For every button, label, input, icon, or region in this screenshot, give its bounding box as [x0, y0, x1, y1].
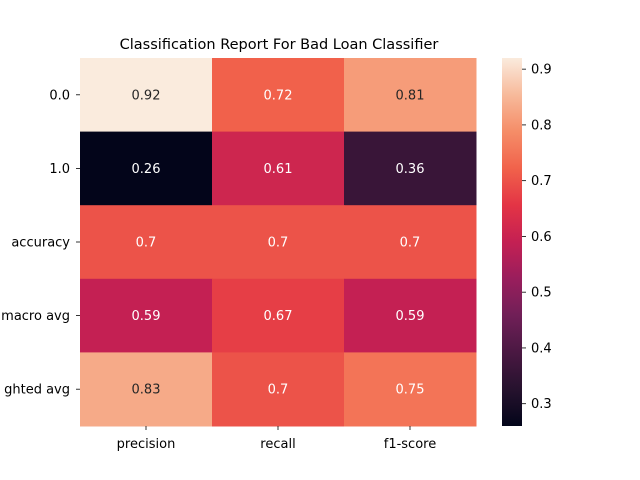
heatmap-cell-4-0	[80, 352, 213, 427]
cell-value-label: 0.7	[268, 383, 289, 398]
cell-value-label: 0.59	[396, 309, 425, 324]
y-tick-label: ghted avg	[4, 383, 70, 398]
cell-value-label: 0.61	[264, 162, 293, 177]
cell-value-label: 0.72	[264, 88, 293, 103]
cell-value-label: 0.83	[132, 383, 161, 398]
colorbar-tick-label: 0.3	[531, 397, 552, 412]
heatmap-cell-4-2	[344, 352, 477, 427]
heatmap-cell-0-1	[212, 58, 345, 133]
heatmap-cell-0-2	[344, 58, 477, 133]
heatmap-cell-2-1	[212, 205, 345, 280]
heatmap-cell-1-2	[344, 131, 477, 206]
heatmap-cell-0-0	[80, 58, 213, 133]
colorbar-tick-label: 0.5	[531, 286, 552, 301]
colorbar-ticks: 0.3 0.4 0.5 0.6 0.7 0.8 0.9	[522, 63, 552, 412]
heatmap-cell-labels: 0.92 0.72 0.81 0.26 0.61 0.36 0.7 0.7 0.7 0.59 0.6…	[132, 88, 425, 397]
cell-value-label: 0.36	[396, 162, 425, 177]
heatmap-cell-1-0	[80, 131, 213, 206]
heatmap-cell-3-1	[212, 278, 345, 353]
x-tick-label: precision	[117, 437, 176, 452]
heatmap-cell-3-2	[344, 278, 477, 353]
chart-title: Classification Report For Bad Loan Class…	[120, 37, 439, 53]
heatmap-cell-2-2	[344, 205, 477, 280]
colorbar-tick-label: 0.7	[531, 174, 552, 189]
cell-value-label: 0.81	[396, 88, 425, 103]
cell-value-label: 0.67	[264, 309, 293, 324]
heatmap-cell-4-1	[212, 352, 345, 427]
cell-value-label: 0.7	[268, 236, 289, 251]
colorbar-tick-label: 0.9	[531, 63, 552, 78]
x-axis-ticks: precision recall f1-score	[117, 426, 436, 452]
y-tick-label: accuracy	[11, 236, 70, 251]
heatmap-cell-2-0	[80, 205, 213, 280]
colorbar-tick-label: 0.8	[531, 118, 552, 133]
y-tick-label: 1.0	[49, 162, 70, 177]
y-axis-ticks: 0.0 1.0 accuracy macro avg ghted avg	[1, 88, 80, 398]
cell-value-label: 0.59	[132, 309, 161, 324]
y-tick-label: 0.0	[49, 88, 70, 103]
cell-value-label: 0.7	[136, 236, 157, 251]
cell-value-label: 0.75	[396, 383, 425, 398]
x-tick-label: f1-score	[384, 437, 436, 452]
colorbar-tick-label: 0.6	[531, 230, 552, 245]
heatmap-cell-3-0	[80, 278, 213, 353]
cell-value-label: 0.7	[400, 236, 421, 251]
cell-value-label: 0.92	[132, 88, 161, 103]
x-tick-label: recall	[260, 437, 295, 452]
heatmap-cells	[80, 58, 477, 427]
colorbar-tick-label: 0.4	[531, 341, 552, 356]
y-tick-label: macro avg	[1, 309, 70, 324]
heatmap-cell-1-1	[212, 131, 345, 206]
colorbar	[502, 58, 522, 426]
cell-value-label: 0.26	[132, 162, 161, 177]
